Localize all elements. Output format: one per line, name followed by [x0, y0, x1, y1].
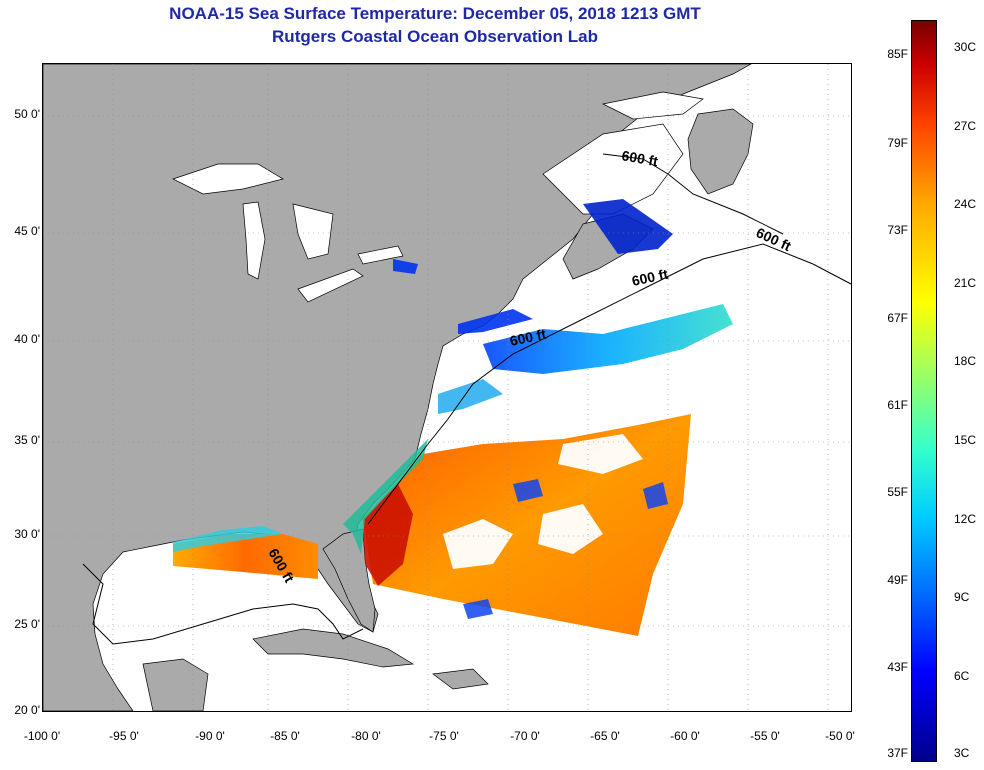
colorbar-f-label: 49F — [887, 573, 908, 587]
colorbar-f-label: 85F — [887, 47, 908, 61]
colorbar-c-label: 21C — [954, 276, 977, 290]
sst-cool-patch — [463, 599, 493, 619]
colorbar-f-label: 37F — [887, 746, 908, 760]
colorbar-c-label: 24C — [954, 197, 977, 211]
contour-600ft-atlantic — [367, 243, 851, 525]
great-lake-superior — [172, 163, 284, 195]
lon-label: -85 0' — [270, 729, 300, 743]
lat-label: 45 0' — [14, 224, 40, 238]
lat-label: 30 0' — [14, 527, 40, 541]
sst-shelf-north — [483, 304, 733, 374]
sst-cool-patch — [643, 482, 668, 509]
contour-label: 600 ft — [508, 326, 547, 349]
colorbar-c-label: 30C — [954, 40, 977, 54]
contour-600ft-north — [602, 153, 784, 235]
lat-label: 40 0' — [14, 332, 40, 346]
land-hispaniola — [432, 668, 489, 690]
colorbar-c-label: 15C — [954, 433, 977, 447]
lat-label: 50 0' — [14, 107, 40, 121]
cloud-patch — [558, 434, 643, 474]
colorbar-c-label: 18C — [954, 354, 977, 368]
lon-label: -50 0' — [825, 729, 855, 743]
lon-label: -90 0' — [195, 729, 225, 743]
colorbar-c-label: 6C — [954, 669, 970, 683]
map-panel: 600 ft 600 ft 600 ft 600 ft 600 ft — [42, 63, 852, 712]
colorbar-c-label: 27C — [954, 119, 977, 133]
contour-600ft-gulf — [82, 563, 364, 645]
colorbar-c-label: 12C — [954, 512, 977, 526]
colorbar-f-label: 67F — [887, 311, 908, 325]
land-yucatan — [142, 658, 209, 711]
great-lake-erie — [297, 268, 364, 303]
sst-coastal-band — [343, 439, 428, 554]
colorbar-f-label: 61F — [887, 398, 908, 412]
cloud-patch — [538, 504, 603, 554]
map-subtitle: Rutgers Coastal Ocean Observation Lab — [272, 27, 598, 46]
colorbar-f-label: 79F — [887, 136, 908, 150]
hudson-bay-edge — [601, 91, 704, 120]
land-cuba — [252, 628, 415, 668]
colorbar-c-label: 3C — [954, 746, 970, 760]
colorbar-f-label: 55F — [887, 485, 908, 499]
sst-gulf-shelf-cool — [173, 526, 283, 552]
lon-label: -55 0' — [750, 729, 780, 743]
sst-lake-patch — [393, 259, 418, 274]
lat-label: 20 0' — [14, 703, 40, 717]
lat-label: 35 0' — [14, 433, 40, 447]
contour-label: 600 ft — [630, 266, 669, 289]
lon-label: -100 0' — [23, 729, 61, 743]
land-newfoundland — [687, 108, 754, 195]
great-lake-michigan — [242, 201, 266, 280]
sst-scotian-shelf — [583, 199, 673, 254]
great-lake-huron — [292, 203, 334, 260]
lon-label: -80 0' — [351, 729, 381, 743]
sst-florida-current — [363, 484, 413, 586]
sst-map: 600 ft 600 ft 600 ft 600 ft 600 ft — [43, 64, 851, 711]
lon-label: -60 0' — [670, 729, 700, 743]
colorbar-f-label: 43F — [887, 660, 908, 674]
lon-label: -75 0' — [429, 729, 459, 743]
lon-label: -65 0' — [590, 729, 620, 743]
great-lake-ontario — [357, 245, 404, 265]
sst-cool-patch — [513, 479, 543, 502]
colorbar — [911, 20, 937, 762]
lon-label: -95 0' — [109, 729, 139, 743]
colorbar-f-label: 73F — [887, 223, 908, 237]
colorbar-c-label: 9C — [954, 590, 970, 604]
cloud-patch — [443, 519, 513, 569]
sst-mid-atlantic-bight — [438, 379, 503, 414]
lat-label: 25 0' — [14, 617, 40, 631]
sst-gulf-strip — [173, 534, 318, 579]
contour-label: 600 ft — [620, 147, 659, 169]
lon-label: -70 0' — [510, 729, 540, 743]
map-title: NOAA-15 Sea Surface Temperature: Decembe… — [169, 4, 701, 23]
sst-gulf-of-maine — [458, 309, 533, 334]
